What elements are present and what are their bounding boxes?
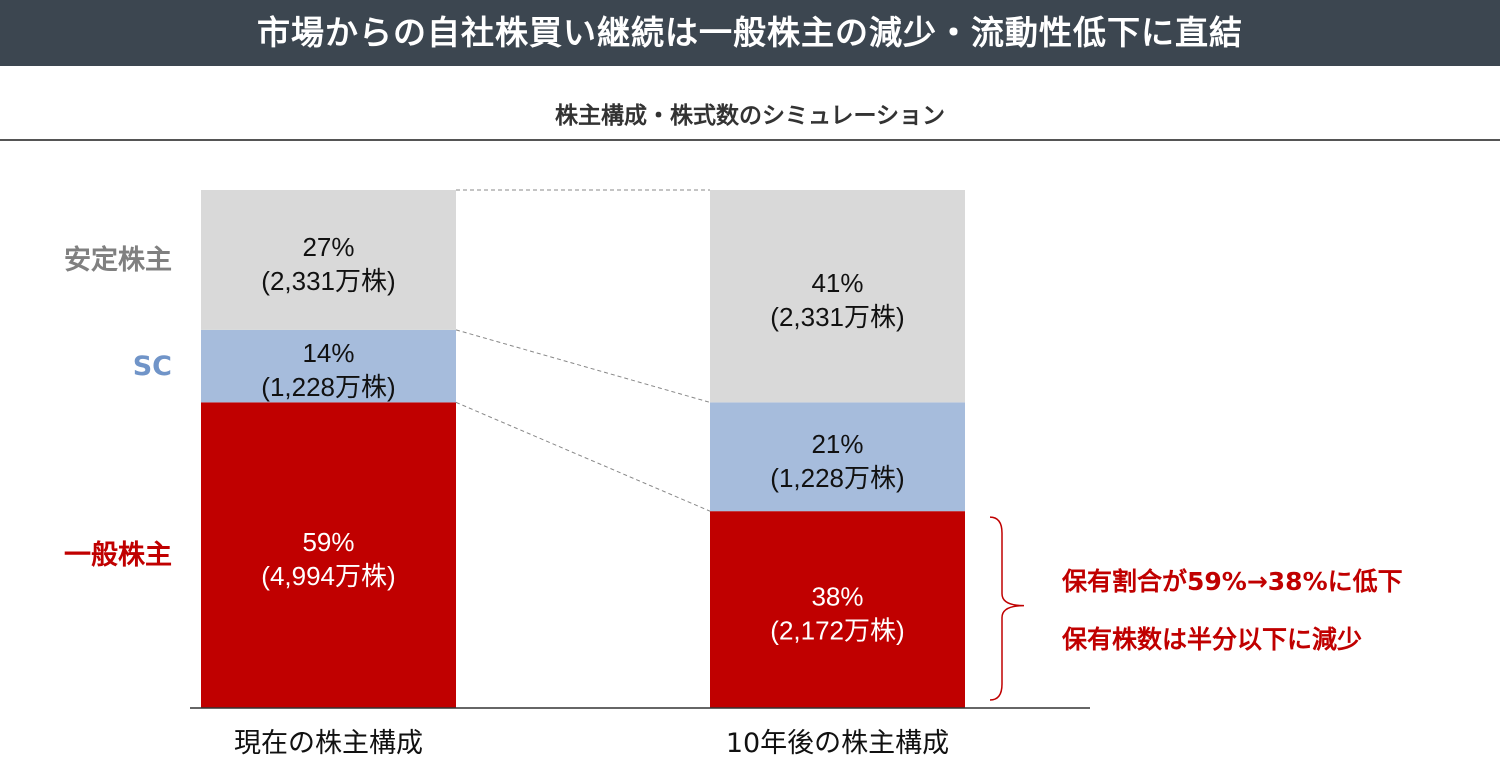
- data-label-general-10y: 38%: [811, 582, 863, 612]
- data-sublabel-stable-now: (2,331万株): [261, 266, 395, 296]
- data-sublabel-general-now: (4,994万株): [261, 561, 395, 591]
- bars-group: [201, 190, 965, 708]
- data-sublabel-sc-10y: (1,228万株): [770, 463, 904, 493]
- x-tick-label-now: 現在の株主構成: [234, 728, 423, 759]
- note-ratio: 保有割合が59%→38%に低下: [1062, 567, 1403, 596]
- page-header: 市場からの自社株買い継続は一般株主の減少・流動性低下に直結: [0, 0, 1500, 66]
- bar-segment-stable-10y: [710, 190, 965, 403]
- connector-sc-top: [455, 329, 711, 403]
- bar-segment-sc-10y: [710, 402, 965, 512]
- data-sublabel-sc-now: (1,228万株): [261, 372, 395, 402]
- category-labels: 一般株主 SC 安定株主: [64, 244, 172, 571]
- segment-labels: 59% (4,994万株) 14% (1,228万株) 27% (2,331万株) 38% (…: [261, 232, 904, 646]
- data-label-sc-10y: 21%: [811, 429, 863, 459]
- bar-segment-stable-now: [201, 190, 456, 330]
- subtitle-divider: [0, 139, 1500, 141]
- data-sublabel-stable-10y: (2,331万株): [770, 302, 904, 332]
- chart-subtitle: 株主構成・株式数のシミュレーション: [554, 103, 946, 129]
- bracket-brace: [989, 516, 1025, 701]
- data-label-stable-now: 27%: [302, 232, 354, 262]
- header-title: 市場からの自社株買い継続は一般株主の減少・流動性低下に直結: [257, 13, 1243, 52]
- bar-segment-general-10y: [710, 511, 965, 708]
- legend-label-stable: 安定株主: [64, 244, 172, 276]
- legend-label-general: 一般株主: [64, 539, 172, 571]
- data-sublabel-general-10y: (2,172万株): [770, 616, 904, 646]
- data-label-sc-now: 14%: [302, 338, 354, 368]
- bar-segment-general-now: [201, 402, 456, 708]
- note-shares: 保有株数は半分以下に減少: [1062, 625, 1363, 654]
- data-label-general-now: 59%: [302, 527, 354, 557]
- legend-label-sc: SC: [133, 351, 172, 382]
- bar-segment-sc-now: [201, 329, 456, 403]
- data-label-stable-10y: 41%: [811, 268, 863, 298]
- connector-general-top: [455, 401, 711, 512]
- connector-lines: [455, 189, 711, 512]
- x-tick-label-10y: 10年後の株主構成: [726, 728, 949, 759]
- x-axis-labels: 現在の株主構成 10年後の株主構成: [234, 728, 949, 759]
